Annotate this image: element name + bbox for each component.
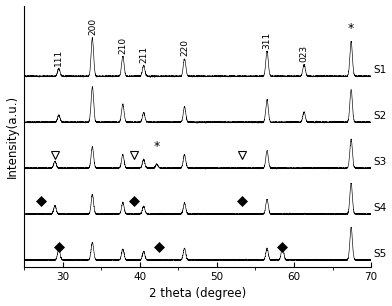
Text: 111: 111 xyxy=(54,49,64,66)
Text: 200: 200 xyxy=(88,18,97,35)
Text: S5: S5 xyxy=(374,249,387,259)
X-axis label: 2 theta (degree): 2 theta (degree) xyxy=(149,287,246,300)
Text: 220: 220 xyxy=(180,39,189,56)
Text: *: * xyxy=(154,140,160,154)
Text: S1: S1 xyxy=(374,65,387,75)
Text: *: * xyxy=(348,22,354,35)
Text: 023: 023 xyxy=(299,45,309,62)
Text: S3: S3 xyxy=(374,157,387,167)
Text: 311: 311 xyxy=(263,31,272,49)
Text: S2: S2 xyxy=(374,111,387,121)
Text: S4: S4 xyxy=(374,203,387,213)
Y-axis label: Intensity(a.u.): Intensity(a.u.) xyxy=(5,95,18,178)
Text: 211: 211 xyxy=(139,46,148,63)
Text: 210: 210 xyxy=(118,36,127,54)
